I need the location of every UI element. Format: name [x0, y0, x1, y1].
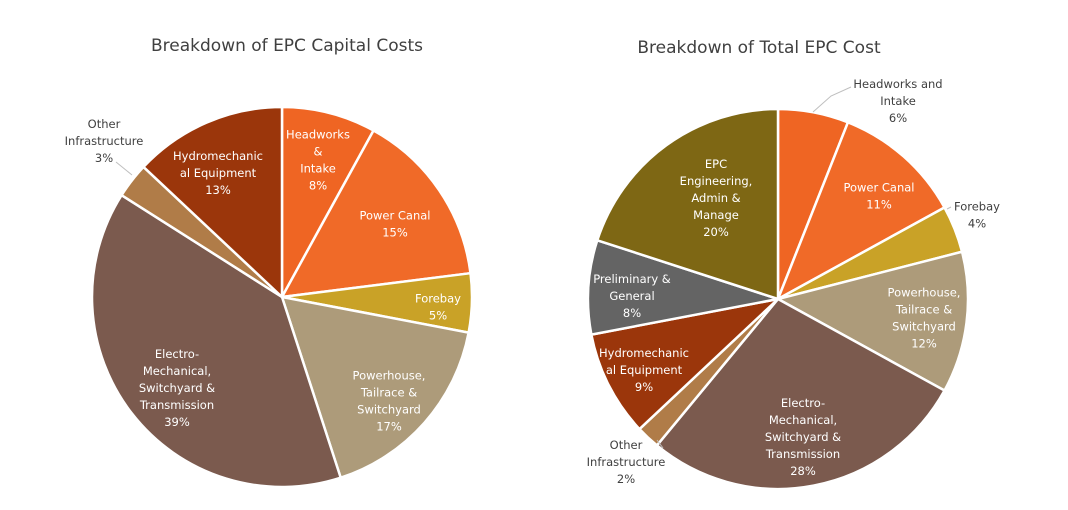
- pie-total-epc-cost: Headworks and Intake 6% Power Canal 11% Foreb…: [586, 77, 1000, 491]
- slice-label-electro-mechanical-switchyard-transmission: Electro-Mechanical, Switchyard & Transmiss…: [139, 347, 215, 429]
- slice-label-powerhouse-tailrace-switchyard: Powerhouse, Tailrace & Switchyard 17%: [353, 369, 426, 434]
- leader-line-other-infrastructure: [115, 161, 133, 176]
- pie-slice-headworks-intake: [280, 105, 375, 299]
- chart-title-total-epc-cost: Breakdown of Total EPC Cost: [637, 38, 881, 58]
- pie-slice-hydromechanical-equipment: [590, 297, 780, 431]
- slice-label-hydromechanical-equipment: Hydromechanic al Equipment 13%: [173, 149, 263, 197]
- pie-slice-preliminary-general: [586, 239, 780, 336]
- pie-slice-power-canal: [776, 121, 946, 301]
- slice-label-hydromechanical-equipment: Hydromechanic al Equipment 9%: [599, 346, 689, 394]
- chart-title-capital-costs: Breakdown of EPC Capital Costs: [151, 36, 423, 56]
- leader-line-other-infrastructure: [656, 439, 664, 449]
- pie-slice-epc-engineering-admin-manage: [596, 107, 780, 301]
- slice-label-forebay: Forebay 4%: [954, 200, 1000, 231]
- slice-label-preliminary-general: Preliminary & General 8%: [593, 272, 671, 320]
- slice-label-power-canal: Power Canal 15%: [359, 209, 430, 240]
- slice-label-epc-engineering-admin-manage: EPC Engineering, Admin & Manage 20%: [680, 157, 753, 239]
- slice-label-power-canal: Power Canal 11%: [843, 181, 914, 212]
- slice-label-electro-mechanical-switchyard-transmission: Electro-Mechanical, Switchyard & Transmiss…: [765, 396, 841, 478]
- pie-slice-powerhouse-tailrace-switchyard: [280, 295, 470, 479]
- pie-slice-hydromechanical-equipment: [142, 105, 284, 299]
- pie-capital-costs: Headworks & Intake 8% Power Canal 15% Forebay 5…: [65, 105, 474, 489]
- slice-label-forebay: Forebay 5%: [415, 292, 461, 323]
- leader-line-headworks-and-intake: [812, 86, 852, 113]
- pie-slice-power-canal: [280, 129, 472, 299]
- slice-label-other-infrastructure: Other Infrastructure 3%: [65, 117, 144, 165]
- leader-line-forebay: [946, 206, 952, 210]
- slice-label-powerhouse-tailrace-switchyard: Powerhouse, Tailrace & Switchyard 12%: [888, 286, 961, 351]
- pie-slice-electro-mechanical-switchyard-transmission: [655, 297, 946, 491]
- slice-label-other-infrastructure: Other Infrastructure 2%: [587, 438, 666, 486]
- pie-slice-powerhouse-tailrace-switchyard: [776, 250, 970, 392]
- slice-label-headworks-and-intake: Headworks and Intake 6%: [853, 77, 942, 125]
- slice-label-headworks-intake: Headworks & Intake 8%: [286, 128, 350, 193]
- pie-slice-electro-mechanical-switchyard-transmission: [90, 193, 342, 489]
